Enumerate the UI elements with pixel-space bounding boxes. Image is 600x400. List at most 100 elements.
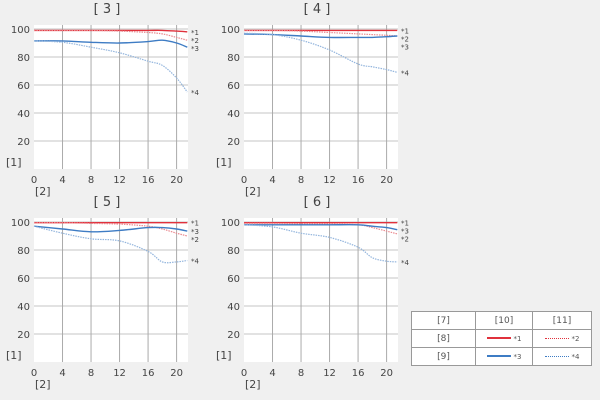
series-line-2 (243, 29, 398, 37)
x-axis-label: [2] (245, 185, 261, 198)
x-tick-label: 12 (113, 368, 126, 379)
x-tick-label: 0 (31, 175, 37, 186)
x-tick-label: 4 (59, 175, 65, 186)
legend-entry-4: *4 (532, 347, 592, 366)
x-tick-label: 4 (269, 368, 275, 379)
x-tick-label: 20 (170, 175, 183, 186)
y-tick-label: 20 (17, 330, 30, 341)
x-tick-label: 16 (142, 175, 155, 186)
y-axis-label: [1] (6, 349, 22, 362)
x-tick-label: 16 (352, 175, 365, 186)
y-tick-label: 40 (17, 302, 30, 313)
x-tick-label: 16 (142, 368, 155, 379)
y-tick-label: 100 (221, 25, 240, 36)
series-end-label: *4 (401, 259, 410, 267)
x-tick-label: 0 (241, 175, 247, 186)
legend-row-label: [9] (411, 347, 476, 366)
series-end-label: *4 (191, 258, 200, 266)
series-line-2 (33, 222, 188, 237)
chart-title: [ 3 ] (94, 2, 121, 17)
x-tick-label: 8 (88, 368, 94, 379)
plot-area (244, 25, 398, 169)
y-tick-label: 60 (17, 274, 30, 285)
legend-table: [7] [10] [11] [8] *1 *2 [9] *3 *4 (411, 311, 592, 366)
series-end-label: *3 (401, 228, 409, 236)
series-end-label: *1 (191, 29, 199, 37)
chart-title: [ 4 ] (304, 2, 331, 17)
y-tick-label: 20 (227, 330, 240, 341)
series-end-label: *3 (191, 45, 199, 53)
legend-row-label: [8] (411, 329, 476, 348)
x-tick-label: 12 (323, 175, 336, 186)
x-tick-label: 0 (241, 368, 247, 379)
x-axis-label: [2] (35, 378, 51, 391)
legend-header-1: [10] (475, 311, 533, 330)
x-axis-label: [2] (245, 378, 261, 391)
series-end-label: *1 (191, 220, 199, 228)
y-tick-label: 100 (11, 218, 30, 229)
y-axis-label: [1] (6, 156, 22, 169)
series-line-3 (33, 225, 188, 233)
chart-0: 20 40 60 80 100 0 4 8 12 16 20 [ 3 ] [1] [2] *1*2*3 *4 (6, 2, 200, 198)
y-tick-label: 20 (17, 137, 30, 148)
series-end-label: *4 (191, 89, 200, 97)
x-tick-label: 12 (113, 175, 126, 186)
legend-swatch-2 (544, 337, 569, 339)
legend-entry-1: *1 (475, 329, 533, 348)
chart-1: 20 40 60 80 100 0 4 8 12 16 20 [ 4 ] [1] [2] *1*2*3 *4 (216, 2, 410, 198)
y-tick-label: 80 (17, 246, 30, 257)
y-tick-label: 60 (17, 81, 30, 92)
chart-3: 20 40 60 80 100 0 4 8 12 16 20 [ 6 ] [1] [2] *1*3*2 *4 (216, 195, 410, 391)
legend-label: *2 (571, 334, 580, 343)
series-line-4 (243, 32, 398, 73)
series-line-4 (243, 224, 398, 263)
y-tick-label: 40 (227, 302, 240, 313)
legend-header-2: [11] (532, 311, 592, 330)
legend-entry-3: *3 (475, 347, 533, 366)
series-end-label: *2 (191, 236, 199, 244)
series-end-label: *3 (191, 228, 199, 236)
x-axis-label: [2] (35, 185, 51, 198)
series-line-3 (244, 223, 398, 231)
series-end-label: *3 (401, 43, 409, 51)
chart-2: 20 40 60 80 100 0 4 8 12 16 20 [ 5 ] [1] [2] *1*3*2 *4 (6, 195, 200, 391)
y-tick-label: 100 (11, 25, 30, 36)
y-tick-label: 80 (227, 53, 240, 64)
x-tick-label: 20 (380, 175, 393, 186)
x-tick-label: 0 (31, 368, 37, 379)
legend-swatch-3 (486, 355, 511, 357)
chart-title: [ 6 ] (304, 195, 331, 210)
series-end-label: *2 (401, 236, 409, 244)
x-tick-label: 8 (88, 175, 94, 186)
series-end-label: *1 (401, 220, 409, 228)
legend-swatch-4 (544, 355, 569, 357)
legend-label: *4 (571, 352, 580, 361)
series-end-label: *4 (401, 69, 410, 77)
y-tick-label: 100 (221, 218, 240, 229)
series-line-4 (33, 225, 188, 264)
x-tick-label: 12 (323, 368, 336, 379)
legend-header-0: [7] (411, 311, 476, 330)
y-tick-label: 40 (17, 109, 30, 120)
x-tick-label: 8 (298, 368, 304, 379)
plot-area (244, 218, 398, 362)
y-tick-label: 80 (227, 246, 240, 257)
y-tick-label: 40 (227, 109, 240, 120)
y-axis-label: [1] (216, 156, 232, 169)
x-tick-label: 4 (269, 175, 275, 186)
y-tick-label: 60 (227, 274, 240, 285)
x-tick-label: 20 (380, 368, 393, 379)
series-line-4 (33, 40, 188, 93)
legend-label: *1 (513, 334, 522, 343)
legend-entry-2: *2 (532, 329, 592, 348)
legend-label: *3 (513, 352, 522, 361)
y-tick-label: 20 (227, 137, 240, 148)
series-line-3 (33, 39, 188, 48)
y-tick-label: 80 (17, 53, 30, 64)
series-end-label: *1 (401, 27, 409, 35)
plot-area (34, 218, 188, 362)
x-tick-label: 20 (170, 368, 183, 379)
series-line-2 (34, 29, 188, 41)
y-axis-label: [1] (216, 349, 232, 362)
